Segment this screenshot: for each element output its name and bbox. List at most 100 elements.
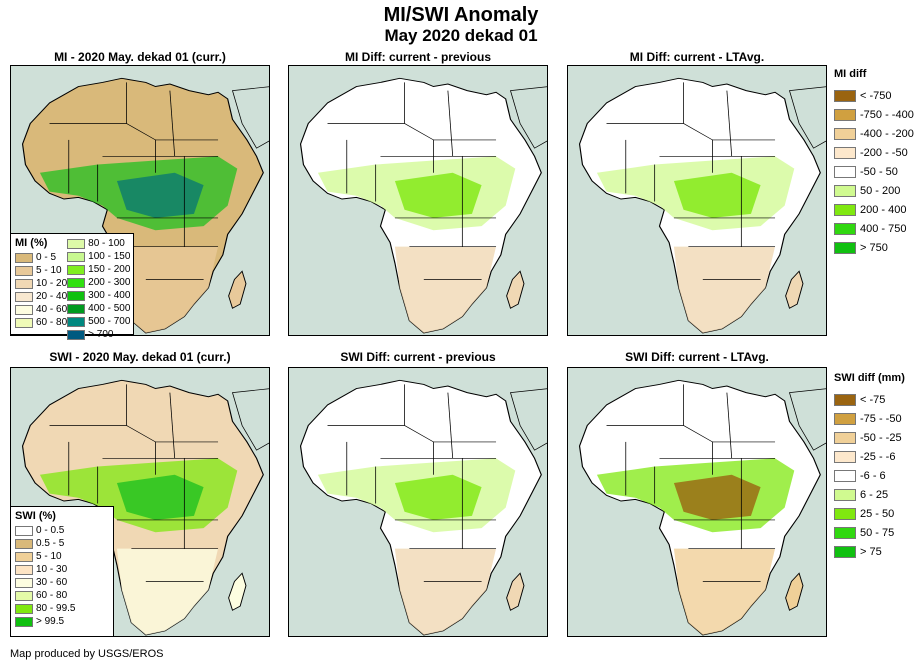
legend-label: -25 - -6 [860,450,896,463]
map-panel-swi-diff-ltavg[interactable] [567,367,827,637]
legend-label: 0 - 5 [36,252,57,263]
legend-swatch [67,316,86,327]
legend-swatch [67,264,86,275]
legend-swatch [834,393,856,406]
africa-map [21,379,269,636]
southern-africa-region [673,548,776,635]
legend-label: > 700 [88,329,114,340]
legend-item: -50 - 50 [834,162,914,181]
legend-item: 10 - 20 [15,277,67,290]
legend-item: 40 - 60 [15,303,67,316]
arabian-peninsula-outline [232,388,269,451]
legend-item: > 700 [67,328,130,341]
legend-swatch [15,603,33,614]
legend-item: -50 - -25 [834,428,905,447]
legend-label: -75 - -50 [860,412,902,425]
legend-label: -50 - 50 [860,165,898,178]
legend-swatch [834,146,856,159]
arabian-peninsula-outline [232,86,269,149]
legend-label: 60 - 80 [36,590,68,601]
legend-label: 0 - 0.5 [36,525,65,536]
legend-item: 0 - 5 [15,251,67,264]
legend-swatch [834,488,856,501]
legend-swatch [15,525,33,536]
country-border [726,90,733,157]
legend-item: 200 - 400 [834,200,914,219]
legend-label: 400 - 500 [88,303,131,314]
legend-item: 400 - 750 [834,219,914,238]
legend-item: 80 - 100 [67,237,130,250]
legend-label: 6 - 25 [860,488,889,501]
madagascar [228,270,247,309]
country-border [726,392,733,459]
legend-swatch [834,89,856,102]
legend-swatch [834,241,856,254]
legend-label: > 75 [860,545,882,558]
legend-label: 50 - 75 [860,526,895,539]
africa-map [299,77,547,334]
legend-label: 5 - 10 [36,551,62,562]
legend-label: 400 - 750 [860,222,907,235]
legend-item: -75 - -50 [834,409,905,428]
panel-title-swi-curr: SWI - 2020 May. dekad 01 (curr.) [49,350,231,364]
legend-label: 10 - 30 [36,564,68,575]
legend-swatch [834,431,856,444]
legend-label: 50 - 200 [860,184,901,197]
panel-title-swi-prev: SWI Diff: current - previous [340,350,496,364]
legend-swatch [834,108,856,121]
legend-label: 30 - 60 [36,577,68,588]
legend-item: 150 - 200 [67,263,130,276]
legend-label: 300 - 400 [88,290,131,301]
legend-item: 0.5 - 5 [15,537,109,550]
central-basin-region [673,474,761,520]
map-panel-mi-diff-previous[interactable] [288,65,548,336]
legend-item: > 750 [834,238,914,257]
legend-swatch [834,127,856,140]
legend-swatch [67,290,86,301]
legend-label: 150 - 200 [88,264,131,275]
legend-item: 300 - 400 [67,289,130,302]
legend-item: 60 - 80 [15,316,67,329]
legend-label: 500 - 700 [88,316,131,327]
legend-swatch [834,222,856,235]
legend-label: 200 - 300 [88,277,131,288]
southern-africa-region [116,548,219,635]
map-panel-swi-diff-previous[interactable] [288,367,548,637]
legend-label: 25 - 50 [860,507,895,520]
legend-item: -6 - 6 [834,466,905,485]
legend-label: < -750 [860,89,892,102]
legend-swatch [67,238,86,249]
legend-swatch [15,252,33,263]
legend-swatch [834,165,856,178]
legend-label: 80 - 99.5 [36,603,76,614]
legend-label: -6 - 6 [860,469,886,482]
legend-swatch [834,526,856,539]
map-panel-swi-current[interactable] [10,367,270,637]
legend-swatch [834,507,856,520]
legend-swatch [15,291,33,302]
legend-label: -750 - -400 [860,108,914,121]
legend-label: 60 - 80 [36,317,68,328]
legend-item: -25 - -6 [834,447,905,466]
legend-label: -50 - -25 [860,431,902,444]
legend-item: 10 - 30 [15,563,109,576]
legend-swatch [67,329,86,340]
legend-label: > 99.5 [36,616,65,627]
map-panel-mi-diff-ltavg[interactable] [567,65,827,336]
legend-label: -400 - -200 [860,127,914,140]
credit-footer: Map produced by USGS/EROS [10,648,164,660]
legend-swatch [834,545,856,558]
southern-africa-region [394,246,497,333]
legend-item: 200 - 300 [67,276,130,289]
arabian-peninsula-outline [789,388,826,451]
legend-item: > 99.5 [15,615,109,628]
legend-mi-diff: MI diff < -750 -750 - -400 -400 - -200 -200… [834,68,914,257]
madagascar [506,270,525,309]
legend-swatch [15,616,33,627]
southern-africa-region [394,548,497,635]
southern-africa-region [673,246,776,333]
legend-item: 0 - 0.5 [15,524,109,537]
country-border [447,392,454,459]
map-title: MI/SWI Anomaly [383,4,539,26]
country-border [447,90,454,157]
